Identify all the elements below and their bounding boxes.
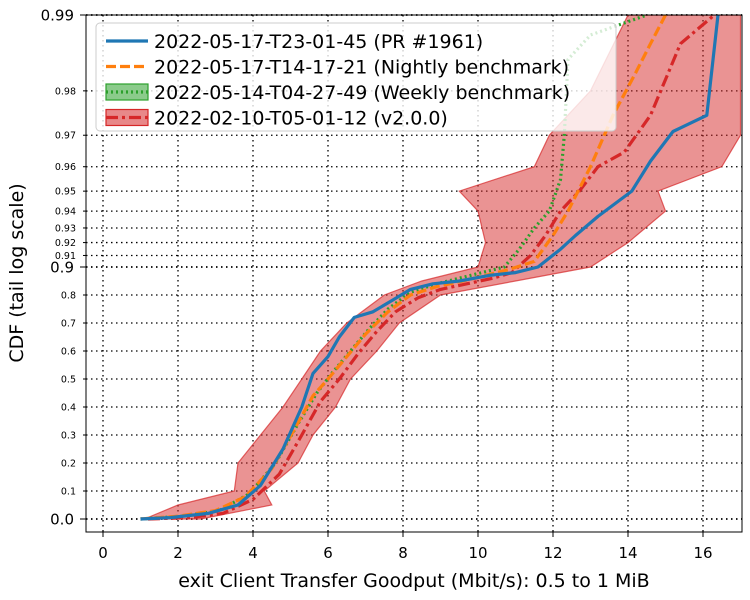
y-tick-label: 0.92 [55,238,76,249]
y-tick-label: 0.93 [55,223,76,234]
legend-entry-label: 2022-05-17-T23-01-45 (PR #1961) [154,31,483,53]
y-tick-label: 0.9 [50,259,74,277]
legend-entry-label: 2022-05-14-T04-27-49 (Weekly benchmark) [154,82,570,104]
x-tick-label: 16 [693,544,712,562]
legend-entry-label: 2022-02-10-T05-01-12 (v2.0.0) [154,108,448,130]
legend-box [95,22,617,132]
axis-ticks: 0 2 4 6 8 10 12 14 16 0.1 0.2 0.3 0.4 0.5 0.6 0.7 0.8 0.9… [41,7,713,563]
y-tick-label: 0.4 [61,403,76,414]
plot-frame [85,14,743,533]
y-tick-label: 0.0 [50,511,74,529]
v2-confidence-band [144,15,742,520]
series-line [140,15,720,521]
y-tick-label: 0.96 [55,162,76,173]
x-tick-label: 12 [543,544,562,562]
y-tick-label: 0.99 [41,7,74,25]
series-line [147,15,716,521]
confidence-band-layer [144,15,742,520]
x-tick-label: 2 [173,544,183,562]
y-tick-label: 0.91 [55,251,76,262]
y-tick-label: 0.94 [55,207,76,218]
x-axis-label: exit Client Transfer Goodput (Mbit/s): 0… [178,570,649,592]
y-tick-label: 0.6 [61,347,76,358]
x-tick-label: 6 [323,544,333,562]
y-tick-label: 0.3 [61,431,76,442]
y-tick-label: 0.97 [55,131,76,142]
y-axis-label: CDF (tail log scale) [6,183,28,362]
y-tick-label: 0.95 [55,187,76,198]
y-tick-label: 0.98 [55,86,76,97]
y-tick-label: 0.5 [61,375,76,386]
series-lines-layer [140,15,720,521]
y-tick-label: 0.1 [61,487,76,498]
legend-entry-label: 2022-05-17-T14-17-21 (Nightly benchmark) [154,57,569,79]
y-tick-label: 0.8 [61,291,76,302]
x-tick-label: 10 [468,544,487,562]
y-tick-label: 0.7 [61,319,76,330]
x-tick-label: 4 [248,544,258,562]
x-tick-label: 0 [98,544,108,562]
y-tick-label: 0.2 [61,459,76,470]
x-tick-label: 14 [618,544,637,562]
x-tick-label: 8 [398,544,408,562]
legend: 2022-05-17-T23-01-45 (PR #1961) 2022-05-1… [95,22,617,132]
